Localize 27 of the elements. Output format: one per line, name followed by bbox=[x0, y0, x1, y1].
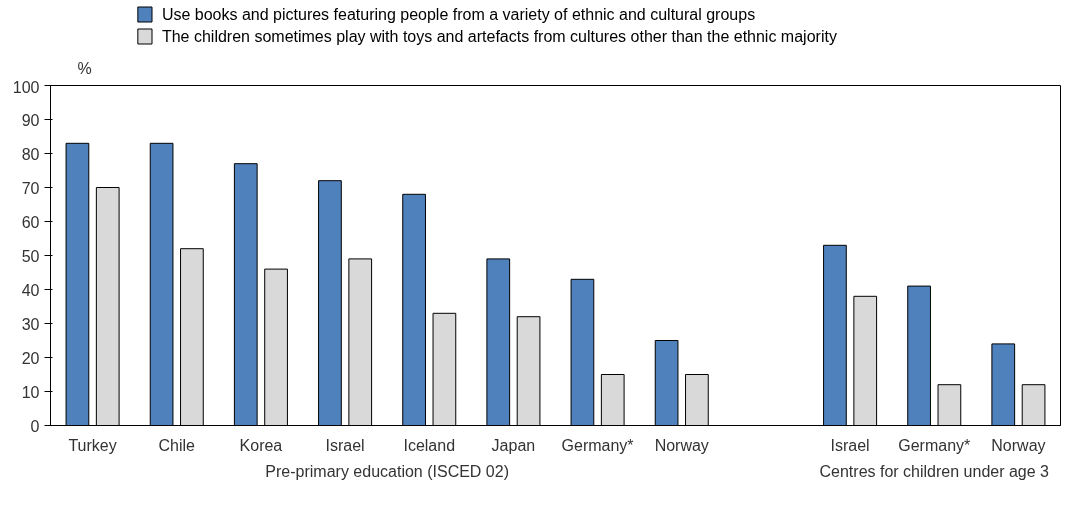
y-tick-label: 100 bbox=[12, 78, 40, 96]
y-tick-label: 30 bbox=[21, 315, 40, 333]
y-tick-label: 40 bbox=[21, 281, 40, 299]
x-tick-label: Israel bbox=[830, 436, 870, 454]
x-tick-label: Germany* bbox=[898, 436, 971, 454]
text: Pre-primary education (ISCED 02) bbox=[265, 462, 509, 480]
x-tick-label: Norway bbox=[991, 436, 1046, 454]
y-tick-label: 70 bbox=[21, 179, 40, 197]
y-tick-label: 10 bbox=[21, 383, 40, 401]
x-tick-label: Germany* bbox=[561, 436, 634, 454]
x-tick-label: Turkey bbox=[68, 436, 117, 454]
y-tick-label: 50 bbox=[21, 247, 40, 265]
legend-label: The children sometimes play with toys and artefacts from cultures other than the ethnic majority bbox=[161, 28, 837, 45]
x-tick-label: Chile bbox=[158, 436, 196, 454]
x-tick-label: Norway bbox=[654, 436, 709, 454]
x-tick-label: Japan bbox=[491, 436, 536, 454]
x-tick-label: Korea bbox=[239, 436, 283, 454]
x-tick-label: Israel bbox=[325, 436, 365, 454]
legend-label: Use books and pictures featuring people from a variety of ethnic and cultural groups bbox=[161, 6, 756, 23]
y-tick-label: 0 bbox=[30, 417, 40, 435]
y-tick-label: 20 bbox=[21, 349, 40, 367]
y-tick-label: 90 bbox=[21, 111, 40, 129]
y-tick-label: 60 bbox=[21, 213, 40, 231]
y-axis-title: % bbox=[77, 59, 92, 77]
x-tick-label: Iceland bbox=[403, 436, 456, 454]
y-tick-label: 80 bbox=[21, 145, 40, 163]
text: Centres for children under age 3 bbox=[819, 462, 1050, 480]
